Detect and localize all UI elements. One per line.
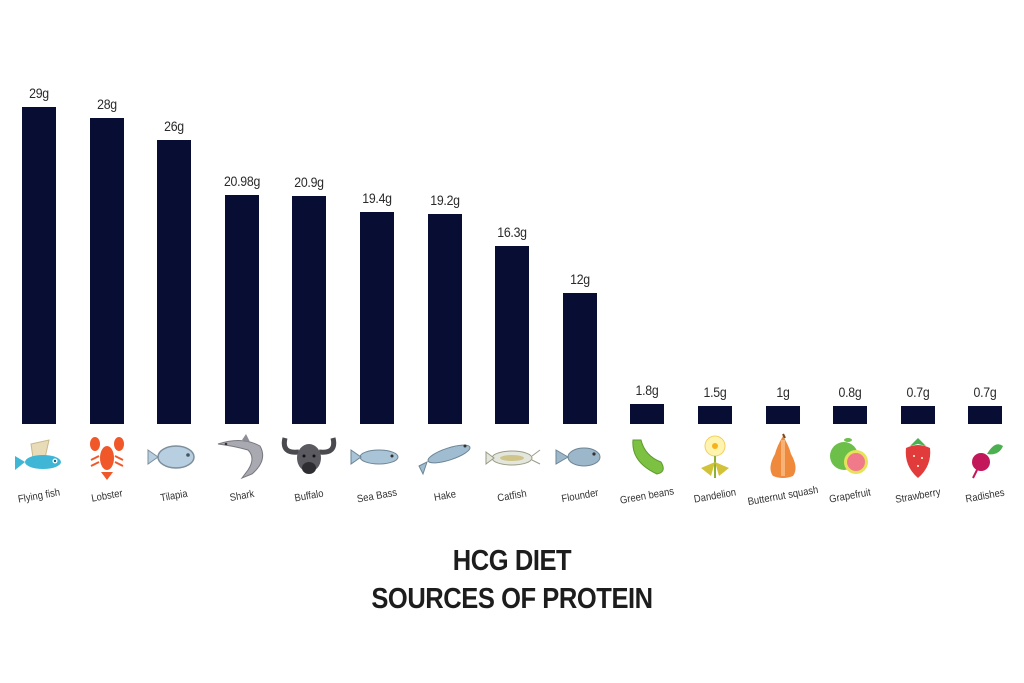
- value-label: 1.8g: [635, 382, 659, 399]
- category-label: Hake: [432, 488, 457, 504]
- bar: [292, 195, 327, 424]
- bar-chart: 29g Flying fish 28g Lobster 26g Tilapia 20.98g…: [5, 0, 1019, 540]
- bar: [562, 292, 597, 424]
- value-label: 12g: [569, 270, 590, 287]
- bar: [224, 194, 259, 424]
- value-label: 19.2g: [429, 192, 460, 209]
- bar-column: 1.5g Dandelion: [681, 0, 749, 540]
- value-label: 1g: [775, 384, 790, 400]
- lobster-icon: [77, 432, 137, 482]
- dandelion-icon: [685, 432, 745, 482]
- value-label: 16.3g: [497, 223, 527, 240]
- shark-icon: [212, 432, 272, 482]
- value-label: 1.5g: [703, 384, 727, 400]
- category-label: Tilapia: [159, 487, 189, 505]
- strawberry-icon: [888, 432, 948, 482]
- bar-column: 26g Tilapia: [140, 0, 208, 540]
- bar-column: 0.7g Radishes: [951, 0, 1019, 540]
- catfish-icon: [482, 432, 542, 482]
- value-label: 20.98g: [223, 172, 260, 189]
- green-beans-icon: [617, 432, 677, 482]
- buffalo-icon: [279, 432, 339, 482]
- hake-icon: [415, 432, 475, 482]
- category-label: Buffalo: [293, 487, 325, 505]
- bar: [968, 406, 1003, 424]
- chart-title-line2: SOURCES OF PROTEIN: [371, 583, 653, 615]
- bar: [89, 117, 124, 424]
- category-label: Grapefruit: [828, 486, 872, 506]
- category-label: Radishes: [964, 486, 1006, 506]
- grapefruit-icon: [820, 432, 880, 482]
- value-label: 29g: [29, 85, 49, 102]
- bar: [427, 214, 462, 424]
- category-label: Butternut squash: [746, 483, 819, 509]
- bar: [495, 245, 530, 424]
- bar-column: 1g Butternut squash: [746, 0, 819, 540]
- sea-bass-icon: [347, 432, 407, 482]
- radishes-icon: [955, 432, 1015, 482]
- bar: [157, 139, 192, 424]
- category-label: Flounder: [560, 486, 600, 506]
- bar-column: 19.2g Hake: [411, 0, 479, 540]
- bar: [765, 406, 800, 424]
- bar-column: 0.8g Grapefruit: [816, 0, 884, 540]
- bar-column: 1.8g Green beans: [613, 0, 681, 540]
- bar-column: 12g Flounder: [546, 0, 614, 540]
- bar: [22, 107, 56, 424]
- flounder-icon: [550, 432, 610, 482]
- value-label: 20.9g: [294, 173, 325, 190]
- bar: [360, 211, 394, 424]
- bar-column: 28g Lobster: [73, 0, 141, 540]
- category-label: Green beans: [619, 485, 676, 507]
- value-label: 0.7g: [906, 384, 930, 400]
- tilapia-icon: [144, 432, 204, 482]
- bar: [630, 404, 665, 424]
- value-label: 0.7g: [973, 384, 997, 400]
- category-label: Sea Bass: [356, 486, 398, 506]
- category-label: Flying fish: [17, 486, 61, 506]
- value-label: 0.8g: [838, 384, 862, 400]
- value-label: 19.4g: [362, 189, 392, 206]
- flying-fish-icon: [9, 432, 69, 482]
- bar-column: 19.4g Sea Bass: [343, 0, 411, 540]
- bar-column: 0.7g Strawberry: [884, 0, 952, 540]
- bar-column: 20.9g Buffalo: [275, 0, 343, 540]
- bar: [833, 406, 868, 424]
- value-label: 26g: [164, 117, 185, 134]
- category-label: Lobster: [90, 487, 124, 505]
- bar-column: 29g Flying fish: [5, 0, 73, 540]
- bar: [698, 406, 732, 424]
- value-label: 28g: [96, 95, 117, 112]
- category-label: Catfish: [496, 487, 528, 505]
- category-label: Strawberry: [894, 486, 942, 506]
- bar-column: 20.98g Shark: [208, 0, 276, 540]
- bar-column: 16.3g Catfish: [478, 0, 546, 540]
- butternut-squash-icon: [753, 432, 813, 482]
- chart-title-line1: HCG DIET: [452, 545, 572, 577]
- category-label: Dandelion: [692, 486, 738, 506]
- category-label: Shark: [228, 487, 255, 505]
- bar: [900, 406, 935, 424]
